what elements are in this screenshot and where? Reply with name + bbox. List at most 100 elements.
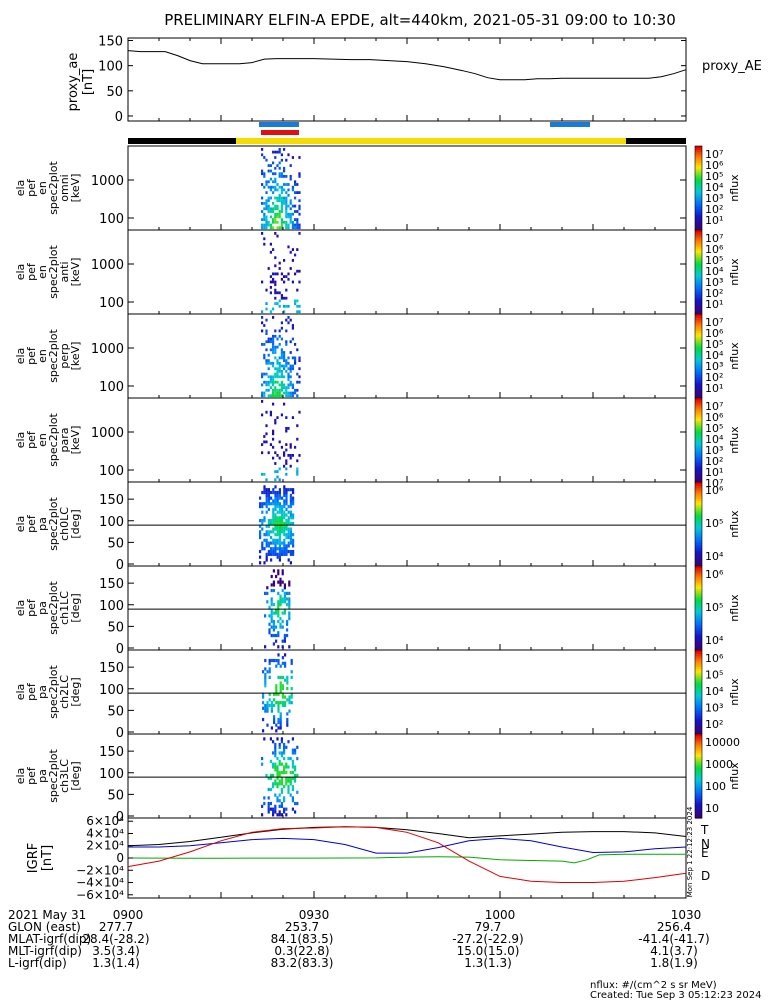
pa-spec-pixel: [287, 787, 290, 792]
energy-spec-pixel: [265, 180, 268, 184]
pa-colorbar-swatch: [695, 490, 702, 494]
pa-spec-pixel: [278, 742, 281, 747]
footer-row-value: 15.0(15.0): [457, 944, 520, 958]
energy-panel-frame: [127, 313, 687, 399]
energy-spec-pixel: [265, 478, 268, 482]
pa-spec-pixel: [277, 591, 280, 595]
footer-row-value: 1.3(1.4): [92, 956, 140, 970]
energy-colorbar-swatch: [695, 301, 702, 305]
pa-tick-label: 50: [107, 536, 124, 551]
energy-colorbar-label: 10⁵: [705, 170, 723, 183]
energy-colorbar-swatch: [695, 295, 702, 298]
pa-spec-pixel: [270, 614, 273, 618]
pa-spec-pixel: [279, 681, 282, 685]
pa-spec-pixel: [280, 804, 283, 808]
pa-colorbar-swatch: [695, 513, 702, 517]
pa-spec-pixel: [272, 502, 275, 506]
pa-spec-pixel: [283, 742, 286, 747]
energy-spec-pixel: [289, 367, 292, 371]
pa-spec-pixel: [274, 751, 277, 755]
pa-spec-pixel: [278, 549, 281, 554]
energy-spec-pixel: [269, 443, 272, 446]
energy-spec-pixel: [280, 204, 283, 208]
energy-spec-pixel: [274, 272, 277, 276]
energy-spec-pixel: [276, 204, 279, 208]
energy-colorbar-swatch: [695, 444, 702, 447]
energy-spec-pixel: [274, 180, 277, 184]
pa-colorbar-swatch: [695, 801, 702, 804]
pa-spec-pixel: [269, 759, 272, 763]
energy-spec-pixel: [272, 272, 275, 276]
energy-spec-pixel: [298, 380, 301, 384]
energy-spec-pixel: [269, 340, 272, 344]
energy-spec-pixel: [263, 472, 266, 476]
pa-panel-label-line: spec2plot: [47, 749, 60, 803]
energy-spec-pixel: [278, 383, 281, 387]
pa-spec-pixel: [277, 605, 280, 610]
energy-spec-pixel: [261, 280, 264, 284]
energy-spec-pixel: [298, 207, 301, 211]
footer-row-value: 0930: [299, 908, 330, 922]
pa-spec-pixel: [267, 530, 270, 534]
energy-colorbar-swatch: [695, 227, 702, 231]
energy-spec-pixel: [280, 191, 283, 194]
pa-spec-pixel: [281, 703, 284, 708]
energy-spec-pixel: [274, 388, 277, 392]
pa-spec-pixel: [279, 600, 282, 604]
energy-panel: 1000100elapefenspec2plotperp[keV]10⁷10⁶1…: [14, 313, 741, 399]
pa-spec-pixel: [276, 776, 279, 780]
pa-colorbar-swatch: [695, 492, 702, 496]
pa-spec-pixel: [281, 656, 284, 660]
pa-tick-label: 100: [99, 683, 124, 698]
pa-colorbar-swatch: [695, 574, 702, 578]
pa-spec-pixel: [287, 533, 290, 537]
energy-colorbar-swatch: [695, 366, 702, 370]
energy-colorbar-swatch: [695, 173, 702, 176]
energy-spec-pixel: [272, 226, 275, 230]
pa-colorbar-swatch: [695, 482, 702, 485]
energy-spec-pixel: [298, 172, 301, 176]
energy-spec-pixel: [285, 191, 288, 194]
energy-colorbar-swatch: [695, 164, 702, 168]
pa-spec-pixel: [289, 793, 292, 797]
pa-spec-pixel: [266, 586, 269, 590]
pa-spec-pixel: [267, 521, 270, 526]
energy-spec-pixel: [285, 394, 288, 398]
energy-spec-pixel: [287, 277, 290, 281]
pa-spec-pixel: [290, 695, 293, 699]
pa-spec-pixel: [287, 549, 290, 554]
energy-spec-pixel: [278, 456, 281, 460]
pa-spec-pixel: [272, 765, 275, 769]
energy-spec-pixel: [267, 380, 270, 384]
pa-spec-pixel: [259, 530, 262, 534]
pa-colorbar-swatch: [695, 532, 702, 536]
energy-spec-pixel: [285, 318, 288, 322]
energy-spec-pixel: [276, 196, 279, 200]
energy-colorbar-swatch: [695, 293, 702, 296]
pa-colorbar-swatch: [695, 647, 702, 651]
pa-spec-pixel: [279, 717, 282, 722]
energy-spec-pixel: [265, 329, 268, 333]
energy-spec-pixel: [289, 318, 292, 322]
pa-colorbar-swatch: [695, 566, 702, 569]
proxy-ae-legend: proxy_AE: [702, 59, 762, 74]
pa-spec-pixel: [288, 583, 291, 587]
pa-colorbar-swatch: [695, 717, 702, 720]
energy-colorbar-swatch: [695, 209, 702, 212]
pa-colorbar-swatch: [695, 612, 702, 615]
pa-spec-pixel: [262, 729, 265, 733]
energy-spec-pixel: [263, 237, 266, 241]
igrf-side-text: Mon Sep 1 22:12:23 2024: [686, 806, 694, 897]
energy-spec-pixel: [278, 375, 281, 379]
energy-spec-pixel: [274, 204, 277, 208]
pa-spec-pixel: [289, 776, 292, 780]
energy-colorbar-swatch: [695, 479, 702, 483]
pa-colorbar-swatch: [695, 509, 702, 512]
energy-spec-pixel: [269, 188, 272, 192]
energy-spec-pixel: [269, 169, 272, 173]
energy-colorbar-swatch: [695, 431, 702, 435]
pa-spec-pixel: [270, 611, 273, 615]
energy-colorbar-swatch: [695, 280, 702, 284]
energy-colorbar-swatch: [695, 341, 702, 344]
pa-spec-pixel: [265, 533, 268, 537]
